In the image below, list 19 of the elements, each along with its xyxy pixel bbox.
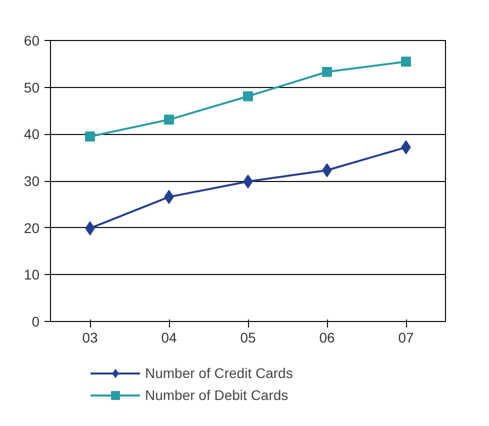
point <box>243 91 253 102</box>
point <box>322 66 332 77</box>
point <box>85 132 95 142</box>
y-tick-label: 40 <box>24 126 40 142</box>
legend-label: Number of Credit Cards <box>145 365 293 381</box>
legend-label: Number of Debit Cards <box>145 387 288 403</box>
x-tick-label: 03 <box>82 330 98 346</box>
x-tick-label: 07 <box>398 330 414 346</box>
point <box>164 114 174 125</box>
x-tick-label: 04 <box>161 330 177 346</box>
y-tick-label: 10 <box>24 266 40 283</box>
y-tick-label: 30 <box>24 173 40 189</box>
y-tick-label: 50 <box>24 79 40 96</box>
y-tick-label: 20 <box>24 220 40 236</box>
y-tick-label: 60 <box>24 32 40 48</box>
point <box>401 56 411 67</box>
y-tick-label: 0 <box>32 314 40 330</box>
x-tick-label: 05 <box>240 330 256 346</box>
x-tick-label: 06 <box>319 330 335 346</box>
